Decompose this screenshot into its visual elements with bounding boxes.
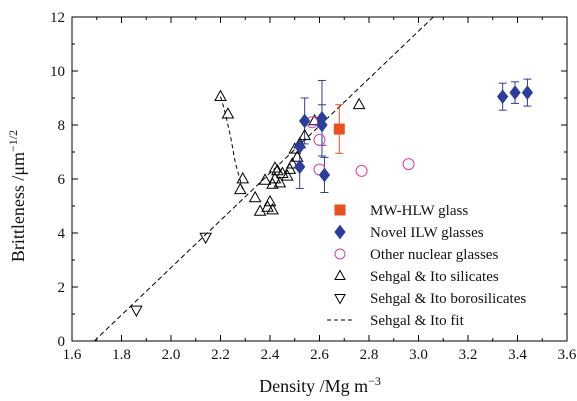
x-axis-title-text: Density /Mg m [259, 376, 368, 396]
y-tick-label: 8 [58, 118, 66, 134]
x-tick-label: 2.6 [310, 347, 329, 363]
y-tick-label: 0 [58, 334, 66, 350]
axis-ticks: 1.6 1.8 2.0 2.2 2.4 2.6 2.8 3.0 3.2 3.4 3.6 0 2 4 6 8 10… [50, 10, 577, 363]
sehgal-ito-borosilicates-point [199, 232, 212, 245]
sehgal-ito-silicates-point [263, 194, 277, 207]
novel-ilw-glasses-point [294, 139, 306, 154]
legend-label-sehgal-ito-borosilicates: Sehgal & Ito borosilicates [370, 291, 526, 307]
x-tick-label: 1.6 [63, 347, 82, 363]
y-tick-label: 6 [58, 172, 66, 188]
sehgal-ito-silicates-point [221, 107, 235, 119]
other-nuclear-glasses-point [313, 133, 326, 146]
sehgal-ito-silicates-point [298, 128, 311, 141]
marker-layer [130, 85, 534, 318]
novel-ilw-glasses-point [294, 159, 306, 175]
novel-ilw-glasses-point [299, 113, 311, 129]
x-tick-label: 3.4 [508, 347, 527, 363]
sehgal-ito-silicates-point [233, 182, 247, 195]
sehgal-ito-silicates-point [271, 163, 284, 176]
legend-marker-mw-hlw-glass [334, 204, 346, 216]
y-axis-title: Brittleness /μm−1/2 [6, 130, 28, 262]
legend-marker-other-nuclear-glasses [334, 248, 346, 260]
novel-ilw-glasses-point [497, 89, 509, 104]
guide-curve-layer [220, 96, 244, 190]
legend-label-sehgal-ito-silicates: Sehgal & Ito silicates [370, 269, 499, 285]
mw-hlw-glass-point [333, 123, 345, 135]
sehgal-ito-silicates-point [266, 202, 279, 215]
sehgal-ito-silicates-point [273, 175, 287, 188]
errorbar-layer [295, 78, 532, 193]
novel-ilw-glasses-point [318, 167, 331, 183]
legend: MW-HLW glass Novel ILW glasses Other nucle… [327, 203, 526, 329]
other-nuclear-glasses-point [402, 158, 415, 171]
fit-line-layer [93, 16, 434, 342]
sehgal-ito-silicates-point [290, 150, 304, 162]
other-nuclear-glasses-point [355, 164, 368, 177]
legend-label-novel-ilw-glasses: Novel ILW glasses [370, 225, 484, 241]
y-axis-title-text: Brittleness /μm [8, 152, 28, 262]
y-tick-label: 4 [58, 226, 66, 242]
legend-label-other-nuclear-glasses: Other nuclear glasses [370, 247, 498, 263]
x-tick-label: 2.2 [211, 347, 230, 363]
y-axis-title-exponent: −1/2 [6, 130, 20, 152]
y-tick-label: 12 [50, 10, 65, 26]
x-axis-title: Density /Mg m−3 [259, 374, 381, 396]
x-axis-title-exponent: −3 [368, 374, 381, 388]
novel-ilw-glasses-point [509, 85, 521, 100]
x-tick-label: 2.4 [261, 347, 280, 363]
y-tick-label: 2 [58, 280, 66, 296]
sehgal-ito-silicates-point [352, 97, 366, 110]
x-tick-label: 3.0 [409, 347, 428, 363]
x-tick-label: 1.8 [112, 347, 131, 363]
novel-ilw-glasses-point [316, 117, 328, 133]
y-tick-label: 10 [50, 64, 65, 80]
novel-ilw-glasses-point [521, 85, 534, 100]
legend-label-mw-hlw-glass: MW-HLW glass [370, 203, 468, 219]
sehgal-ito-silicates-point [248, 190, 262, 203]
sehgal-ito-borosilicates-point [130, 305, 143, 318]
guide-curve [220, 96, 244, 190]
fit-line [93, 16, 434, 342]
legend-label-sehgal-ito-fit: Sehgal & Ito fit [370, 313, 465, 329]
legend-marker-sehgal-ito-silicates [334, 269, 346, 280]
sehgal-ito-silicates-point [285, 157, 299, 169]
sehgal-ito-silicates-point [214, 89, 227, 101]
x-tick-label: 2.8 [360, 347, 379, 363]
x-tick-label: 3.6 [558, 347, 577, 363]
legend-marker-sehgal-ito-borosilicates [334, 294, 346, 305]
x-tick-label: 2.0 [162, 347, 181, 363]
sehgal-ito-silicates-point [280, 169, 294, 181]
x-tick-label: 3.2 [459, 347, 478, 363]
sehgal-ito-silicates-point [236, 171, 250, 184]
legend-marker-novel-ilw-glasses [334, 224, 346, 240]
sehgal-ito-silicates-point [258, 173, 272, 185]
